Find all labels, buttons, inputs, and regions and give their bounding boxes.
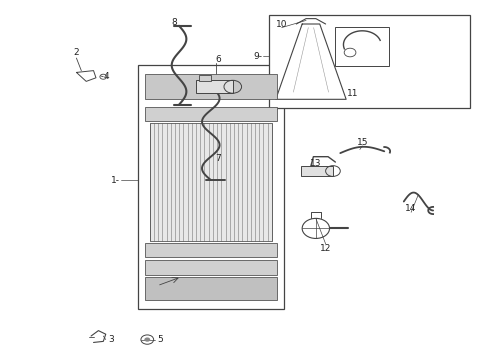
Text: 9-: 9- (253, 52, 262, 61)
Bar (196, 80, 233, 93)
Text: 4: 4 (103, 72, 109, 81)
Text: 14: 14 (405, 204, 417, 213)
Text: 1-: 1- (111, 176, 121, 185)
Bar (145, 74, 277, 99)
Circle shape (145, 337, 150, 342)
Bar (145, 260, 277, 275)
Text: 6: 6 (215, 55, 221, 64)
Bar (145, 277, 277, 300)
Bar (150, 123, 272, 241)
Text: 5: 5 (157, 335, 163, 344)
Text: 12: 12 (320, 244, 331, 253)
Bar (270, 15, 470, 108)
Text: 3: 3 (108, 335, 114, 344)
Text: 7: 7 (215, 154, 221, 163)
Text: 8: 8 (172, 18, 177, 27)
Bar (138, 65, 284, 309)
Text: 2: 2 (74, 48, 79, 57)
Text: 11: 11 (347, 89, 358, 98)
Text: 10: 10 (276, 19, 288, 28)
Text: 13: 13 (310, 159, 321, 168)
Bar (145, 243, 277, 257)
Bar (145, 107, 277, 121)
Text: 15: 15 (357, 138, 368, 147)
Bar (198, 75, 211, 81)
Bar (150, 123, 272, 241)
Bar (335, 27, 389, 66)
Bar (301, 166, 333, 176)
